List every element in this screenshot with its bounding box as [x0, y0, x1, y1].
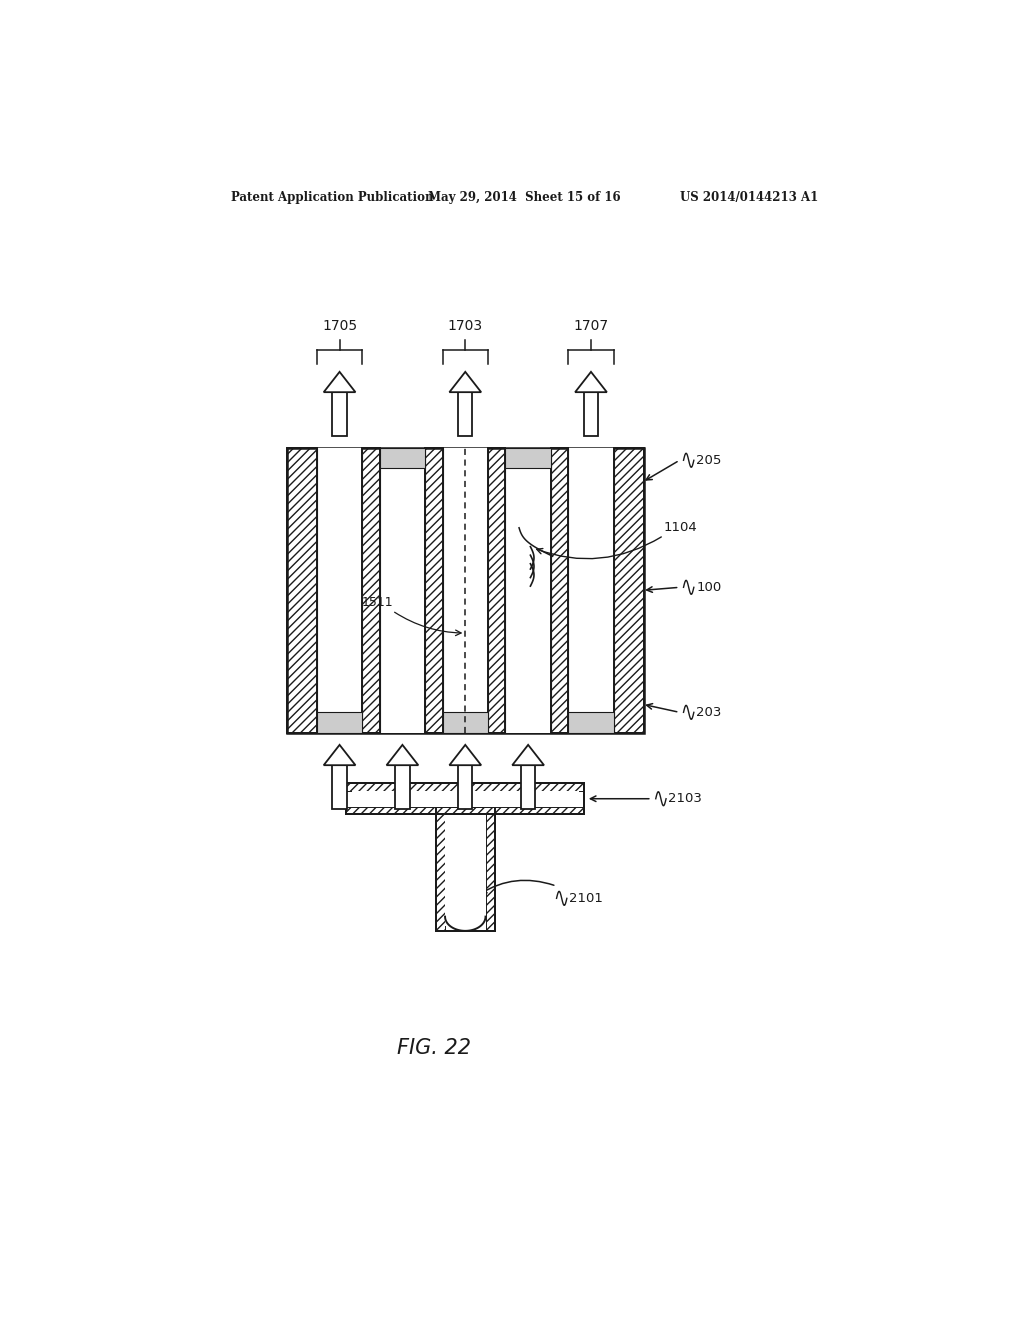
Polygon shape — [584, 392, 598, 436]
Text: May 29, 2014  Sheet 15 of 16: May 29, 2014 Sheet 15 of 16 — [428, 190, 622, 203]
Bar — [287, 447, 644, 733]
Text: 1104: 1104 — [664, 521, 697, 533]
Bar — [442, 713, 488, 733]
Polygon shape — [324, 372, 355, 392]
Bar — [380, 447, 425, 469]
Bar — [488, 447, 506, 733]
Bar — [568, 713, 613, 733]
Bar — [613, 447, 644, 733]
Polygon shape — [512, 744, 544, 766]
Bar — [346, 784, 585, 814]
Text: 2101: 2101 — [569, 892, 603, 904]
Bar — [352, 791, 579, 807]
Bar — [287, 447, 316, 733]
Polygon shape — [458, 392, 472, 436]
Bar — [435, 814, 495, 931]
Polygon shape — [575, 372, 607, 392]
Text: 2103: 2103 — [669, 792, 702, 805]
Bar — [435, 814, 445, 931]
Bar — [346, 784, 585, 814]
Text: 1707: 1707 — [573, 319, 608, 333]
Bar — [568, 447, 613, 733]
Bar — [380, 447, 425, 733]
Bar — [316, 447, 362, 733]
Text: 1705: 1705 — [322, 319, 357, 333]
Text: FIG. 22: FIG. 22 — [396, 1038, 471, 1057]
Text: US 2014/0144213 A1: US 2014/0144213 A1 — [680, 190, 818, 203]
Bar — [445, 814, 485, 925]
Bar — [551, 447, 568, 733]
Bar — [506, 447, 551, 469]
Polygon shape — [450, 372, 481, 392]
Bar — [362, 447, 380, 733]
Bar — [435, 807, 495, 931]
Polygon shape — [386, 744, 418, 766]
Text: 1703: 1703 — [447, 319, 483, 333]
Bar — [442, 447, 488, 733]
Text: Patent Application Publication: Patent Application Publication — [231, 190, 434, 203]
Polygon shape — [450, 744, 481, 766]
Bar — [485, 814, 495, 931]
Polygon shape — [521, 766, 536, 809]
Bar — [316, 713, 362, 733]
Text: 205: 205 — [696, 454, 722, 467]
Bar — [425, 447, 442, 733]
Bar — [506, 447, 551, 733]
Bar — [551, 447, 568, 733]
Bar — [362, 447, 380, 733]
Text: 203: 203 — [696, 706, 722, 719]
Text: 1511: 1511 — [362, 597, 394, 609]
Polygon shape — [324, 744, 355, 766]
Bar — [425, 447, 442, 733]
Polygon shape — [458, 766, 472, 809]
Polygon shape — [395, 766, 410, 809]
Bar — [287, 447, 316, 733]
Bar — [613, 447, 644, 733]
Polygon shape — [333, 766, 347, 809]
Bar — [346, 807, 585, 814]
Text: 100: 100 — [696, 581, 722, 594]
Bar — [346, 784, 585, 791]
Polygon shape — [333, 392, 347, 436]
Bar — [488, 447, 506, 733]
